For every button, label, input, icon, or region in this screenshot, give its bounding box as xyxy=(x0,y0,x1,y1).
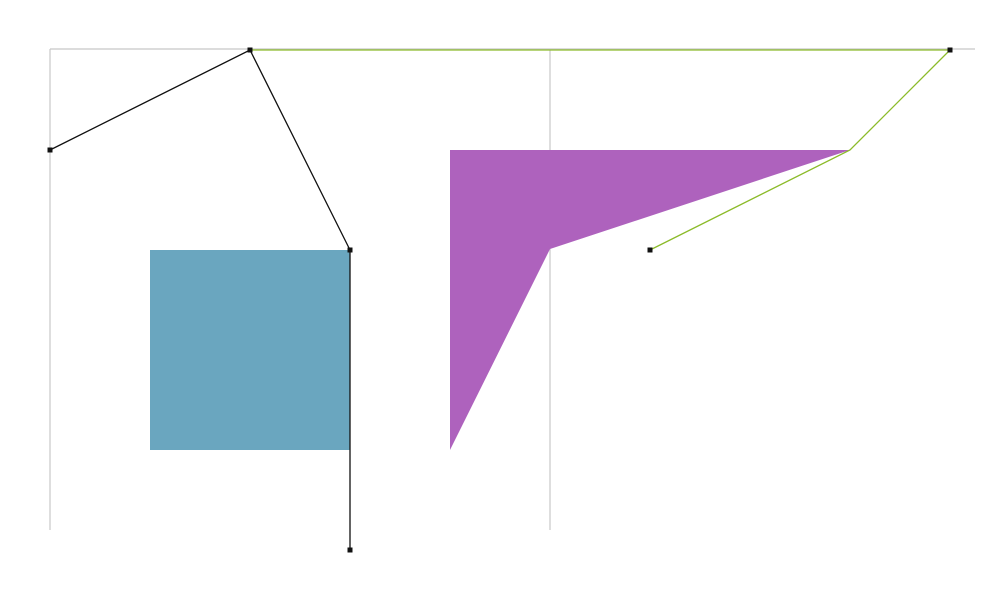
green-polyline-handles xyxy=(247,47,953,253)
purple-wedge[interactable] xyxy=(450,150,850,450)
black-polyline[interactable] xyxy=(49,49,351,550)
green-polyline[interactable] xyxy=(250,49,952,251)
handle-black-1[interactable] xyxy=(47,147,53,153)
guide-lines xyxy=(49,48,975,530)
teal-square[interactable] xyxy=(150,250,350,450)
handle-green-1[interactable] xyxy=(247,47,253,53)
handle-green-2[interactable] xyxy=(947,47,953,53)
handle-green-3[interactable] xyxy=(647,247,653,253)
handle-black-4[interactable] xyxy=(347,547,353,553)
handle-black-3[interactable] xyxy=(347,247,353,253)
